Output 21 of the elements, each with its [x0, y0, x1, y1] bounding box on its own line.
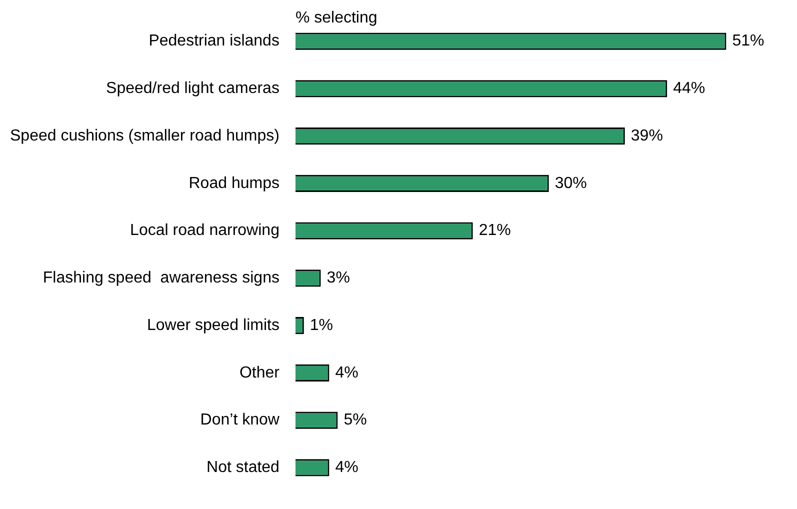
y-tick-label: Road humps	[188, 174, 280, 192]
y-tick-label: Not stated	[206, 459, 280, 476]
y-tick-label: Flashing speed awareness signs	[42, 270, 280, 287]
x-axis-title: % selecting	[295, 9, 378, 26]
data-label: 30%	[554, 174, 587, 192]
data-label: 5%	[344, 412, 367, 429]
data-label: 1%	[310, 316, 334, 334]
data-label: 4%	[335, 459, 358, 476]
data-label: 4%	[335, 364, 358, 382]
y-tick-label: Local road narrowing	[130, 222, 280, 240]
y-tick-label: Pedestrian islands	[148, 32, 280, 50]
y-tick-label: Lower speed limits	[146, 316, 280, 334]
data-label: 51%	[732, 32, 764, 50]
y-tick-label: Other	[239, 364, 280, 382]
y-tick-label: Speed/red light cameras	[106, 80, 280, 98]
data-label: 44%	[673, 80, 706, 98]
y-tick-label: Don’t know	[200, 412, 280, 429]
data-label: 39%	[630, 127, 663, 144]
data-label: 3%	[326, 270, 350, 287]
data-label: 21%	[478, 222, 511, 240]
y-tick-label: Speed cushions (smaller road humps)	[10, 127, 280, 144]
